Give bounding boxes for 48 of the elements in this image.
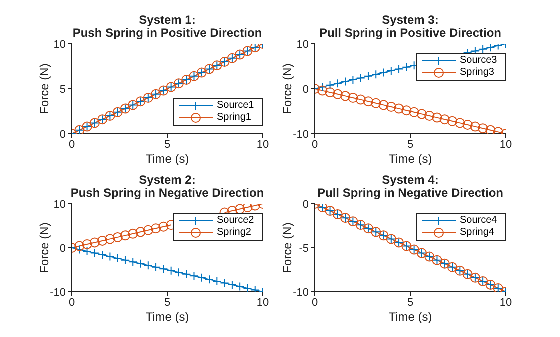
legend-label: Source3 xyxy=(460,55,498,67)
chart-subtitle: Push Spring in Negative Direction xyxy=(70,186,266,200)
chart-title: System 4: xyxy=(381,173,440,187)
y-tick-label: 0 xyxy=(60,242,66,255)
x-tick-label: 0 xyxy=(68,138,76,151)
x-tick-label: 5 xyxy=(407,138,414,151)
y-tick-label: -10 xyxy=(293,128,309,141)
legend-label: Source4 xyxy=(460,215,498,227)
chart-subtitle: Pull Spring in Negative Direction xyxy=(316,186,505,200)
chart-title: System 2: xyxy=(138,173,197,187)
y-axis-title: Force (N) xyxy=(280,64,294,114)
y-tick-label: 0 xyxy=(302,84,309,96)
x-tick-label: 10 xyxy=(256,138,270,151)
x-tick-label: 0 xyxy=(312,138,318,151)
x-tick-label: 10 xyxy=(256,296,270,309)
legend-label: Source1 xyxy=(217,100,254,112)
x-tick-label: 0 xyxy=(312,296,318,309)
x-tick-label: 5 xyxy=(164,138,171,151)
x-tick-label: 0 xyxy=(68,296,76,309)
x-tick-label: 5 xyxy=(164,296,171,309)
chart-subtitle: Push Spring in Positive Direction xyxy=(72,26,264,40)
legend-label: Spring2 xyxy=(217,227,252,239)
y-tick-label: 5 xyxy=(60,84,66,96)
chart-title: System 3: xyxy=(381,13,440,27)
x-tick-label: 10 xyxy=(500,138,512,151)
y-tick-label: 10 xyxy=(54,198,66,211)
y-axis-title: Force (N) xyxy=(37,222,52,274)
x-axis-title: Time (s) xyxy=(146,152,190,166)
chart-subtitle: Pull Spring in Positive Direction xyxy=(318,26,503,40)
legend-label: Spring1 xyxy=(217,112,252,124)
x-tick-label: 10 xyxy=(500,296,512,309)
x-axis-title: Time (s) xyxy=(388,310,432,324)
y-axis-title: Force (N) xyxy=(280,222,294,274)
x-axis-title: Time (s) xyxy=(146,310,190,324)
y-tick-label: 10 xyxy=(54,38,66,51)
y-tick-label: -5 xyxy=(299,242,309,255)
chart-title: System 1: xyxy=(138,13,197,27)
x-tick-label: 5 xyxy=(407,296,414,309)
y-axis-title: Force (N) xyxy=(37,64,52,114)
x-axis-title: Time (s) xyxy=(388,152,432,166)
legend-label: Source2 xyxy=(217,215,254,227)
y-tick-label: 0 xyxy=(302,198,309,211)
legend-label: Spring4 xyxy=(460,227,494,239)
y-tick-label: 10 xyxy=(296,38,309,51)
legend-label: Spring3 xyxy=(460,67,494,79)
y-tick-label: 0 xyxy=(60,128,66,141)
y-tick-label: -10 xyxy=(293,286,309,299)
y-tick-label: -10 xyxy=(50,286,66,299)
